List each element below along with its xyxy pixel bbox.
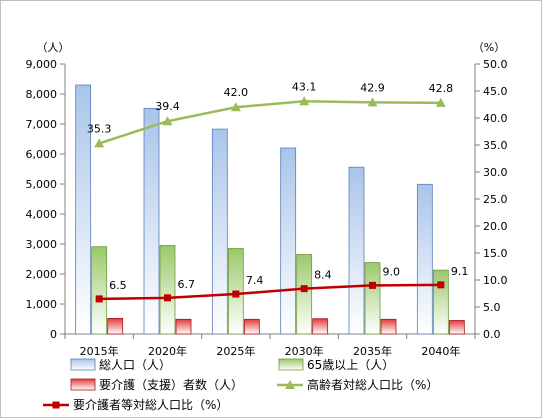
bar-series-0-3 xyxy=(280,147,297,335)
line-point-3-2 xyxy=(230,102,241,112)
line-series-4 xyxy=(99,283,441,301)
right-axis-tick-label: 10.0 xyxy=(483,274,508,287)
left-axis-tick-label: 5,000 xyxy=(26,178,58,191)
data-label-series-3: 43.1 xyxy=(292,80,317,93)
legend-swatch-1 xyxy=(278,358,304,371)
x-axis-tick-label: 2035年 xyxy=(353,344,392,358)
legend-label-0: 総人口（人） xyxy=(99,358,171,372)
x-axis-tick-label: 2030年 xyxy=(285,344,324,358)
line-point-3-1 xyxy=(162,116,173,126)
bar-series-1-1 xyxy=(159,245,176,335)
bar-series-1-3 xyxy=(296,254,313,335)
left-axis-tick-label: 9,000 xyxy=(26,58,58,71)
line-point-3-0 xyxy=(94,138,105,148)
bar-series-2-5 xyxy=(448,320,465,335)
legend-label-3: 高齢者対総人口比（%） xyxy=(307,377,438,392)
legend-swatch-2 xyxy=(70,378,96,391)
legend-label-2: 要介護（支援）者数（人） xyxy=(99,377,243,392)
x-axis-tick-label: 2025年 xyxy=(216,344,255,358)
bar-series-2-0 xyxy=(107,317,124,335)
bar-series-1-5 xyxy=(432,269,449,335)
right-axis-tick-label: 15.0 xyxy=(483,247,508,260)
bar-series-2-1 xyxy=(175,318,192,335)
data-label-series-3: 42.9 xyxy=(360,81,385,94)
legend-marker-3 xyxy=(285,380,295,389)
line-point-4-5 xyxy=(437,281,445,289)
left-axis-tick-label: 0 xyxy=(50,328,57,341)
bar-series-2-2 xyxy=(243,318,260,335)
left-axis-unit: （人） xyxy=(37,41,70,54)
data-label-series-4: 9.0 xyxy=(383,265,401,278)
right-axis-tick-label: 35.0 xyxy=(483,139,508,152)
left-axis-tick-label: 1,000 xyxy=(26,298,58,311)
bar-series-0-0 xyxy=(75,84,92,335)
line-point-4-0 xyxy=(95,295,103,303)
line-point-4-1 xyxy=(164,294,171,302)
bar-series-1-4 xyxy=(364,262,381,335)
x-axis-tick-label: 2015年 xyxy=(80,344,119,358)
data-label-series-3: 35.3 xyxy=(87,122,112,135)
x-axis-tick-label: 2020年 xyxy=(148,344,187,358)
bar-series-2-3 xyxy=(312,318,329,335)
legend-label-4: 要介護者等対総人口比（%） xyxy=(73,397,228,412)
legend-label-1: 65歳以上（人） xyxy=(307,358,394,372)
line-point-3-4 xyxy=(367,97,378,107)
bar-series-0-5 xyxy=(416,183,433,335)
line-point-4-3 xyxy=(300,285,308,293)
data-label-series-4: 6.5 xyxy=(109,279,127,292)
left-axis-tick-label: 4,000 xyxy=(26,208,58,221)
data-label-series-3: 42.0 xyxy=(224,86,249,99)
right-axis-unit: （%） xyxy=(473,41,505,54)
line-point-4-2 xyxy=(232,290,240,298)
right-axis-tick-label: 30.0 xyxy=(483,166,508,179)
data-label-series-4: 8.4 xyxy=(314,269,332,282)
right-axis-tick-label: 25.0 xyxy=(483,193,508,206)
left-axis-tick-label: 3,000 xyxy=(26,238,58,251)
bar-series-0-4 xyxy=(348,166,365,335)
line-point-3-5 xyxy=(435,97,446,107)
bar-series-0-2 xyxy=(211,128,228,335)
line-point-3-3 xyxy=(299,96,310,106)
left-axis-tick-label: 6,000 xyxy=(26,148,58,161)
left-axis-tick-label: 8,000 xyxy=(26,88,58,101)
line-series-3 xyxy=(98,100,441,145)
data-label-series-3: 39.4 xyxy=(155,100,180,113)
data-label-series-4: 6.7 xyxy=(178,278,196,291)
legend-swatch-0 xyxy=(70,358,96,371)
left-axis-tick-label: 2,000 xyxy=(26,268,58,281)
legend-marker-4 xyxy=(52,401,60,409)
right-axis-tick-label: 5.0 xyxy=(483,301,501,314)
right-axis-tick-label: 50.0 xyxy=(483,58,508,71)
data-label-series-4: 7.4 xyxy=(246,274,263,287)
bar-series-2-4 xyxy=(380,318,397,335)
right-axis-tick-label: 45.0 xyxy=(483,85,508,98)
data-label-series-3: 42.8 xyxy=(429,82,454,95)
bar-series-1-0 xyxy=(91,246,108,335)
right-axis-tick-label: 0.0 xyxy=(483,328,501,341)
data-label-series-4: 9.1 xyxy=(451,265,469,278)
bar-series-0-1 xyxy=(143,108,160,335)
left-axis-tick-label: 7,000 xyxy=(26,118,58,131)
right-axis-tick-label: 20.0 xyxy=(483,220,508,233)
right-axis-tick-label: 40.0 xyxy=(483,112,508,125)
x-axis-tick-label: 2040年 xyxy=(421,344,460,358)
line-point-4-4 xyxy=(369,281,376,289)
